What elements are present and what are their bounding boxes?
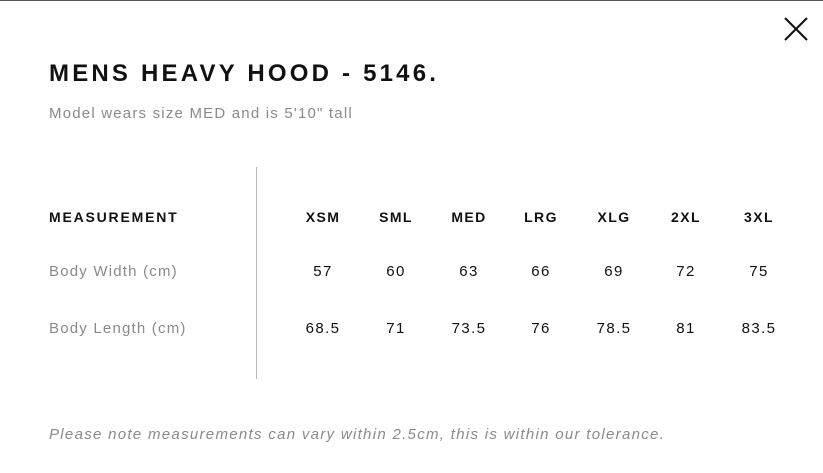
- table-cell: 69: [604, 263, 624, 280]
- tolerance-note: Please note measurements can vary within…: [49, 426, 666, 443]
- table-cell: 78.5: [596, 320, 632, 337]
- table-cell: 60: [386, 263, 406, 280]
- row-label: Body Width (cm): [49, 263, 178, 280]
- close-icon[interactable]: [782, 15, 810, 43]
- size-header: SML: [379, 209, 413, 225]
- table-cell: 63: [459, 263, 479, 280]
- size-header: 3XL: [744, 209, 774, 225]
- table-cell: 73.5: [451, 320, 487, 337]
- table-cell: 72: [676, 263, 696, 280]
- table-cell: 71: [386, 320, 406, 337]
- table-cell: 75: [749, 263, 769, 280]
- size-header: XSM: [305, 209, 341, 225]
- table-cell: 66: [531, 263, 551, 280]
- table-cell: 68.5: [305, 320, 341, 337]
- table-cell: 81: [676, 320, 696, 337]
- size-header: LRG: [524, 209, 558, 225]
- table-cell: 83.5: [741, 320, 777, 337]
- page-title: MENS HEAVY HOOD - 5146.: [49, 60, 440, 87]
- table-cell: 76: [531, 320, 551, 337]
- size-header: XLG: [597, 209, 631, 225]
- row-label: Body Length (cm): [49, 320, 187, 337]
- size-header: 2XL: [671, 209, 701, 225]
- measurement-header: MEASUREMENT: [49, 209, 179, 225]
- size-header: MED: [451, 209, 487, 225]
- table-cell: 57: [313, 263, 333, 280]
- model-info: Model wears size MED and is 5'10" tall: [49, 105, 353, 122]
- column-divider: [256, 167, 257, 379]
